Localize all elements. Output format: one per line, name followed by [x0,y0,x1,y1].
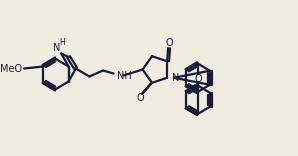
Text: O: O [194,74,202,84]
Text: N: N [53,42,60,53]
Text: O: O [165,38,173,48]
Text: O: O [136,93,144,103]
Text: N: N [172,73,179,83]
Text: NH: NH [117,71,132,80]
Text: MeO: MeO [0,63,23,73]
Text: H: H [59,38,65,47]
